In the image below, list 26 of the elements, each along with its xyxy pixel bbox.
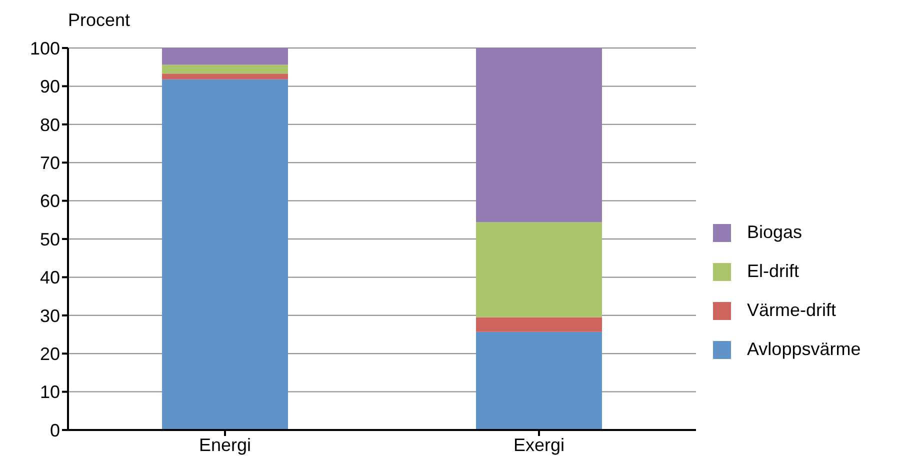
y-tick-label: 10 bbox=[40, 382, 60, 402]
y-tick-label: 0 bbox=[50, 420, 60, 440]
legend-label: Biogas bbox=[747, 222, 802, 243]
x-tick-label: Exergi bbox=[513, 434, 565, 455]
x-tick-label: Energi bbox=[198, 434, 252, 455]
y-tick-label: 70 bbox=[40, 152, 60, 173]
legend-label: Värme-drift bbox=[747, 300, 836, 321]
bar bbox=[162, 48, 288, 65]
bar bbox=[476, 48, 602, 222]
y-tick-label: 80 bbox=[40, 114, 60, 135]
bar bbox=[162, 79, 288, 430]
bar bbox=[476, 317, 602, 332]
bar bbox=[476, 332, 602, 430]
y-tick-label: 50 bbox=[40, 229, 60, 250]
legend-label: Avloppsvärme bbox=[747, 339, 861, 360]
y-tick-label: 40 bbox=[40, 268, 60, 288]
bar bbox=[162, 74, 288, 80]
y-tick-label: 20 bbox=[40, 344, 60, 364]
y-tick-label: 90 bbox=[40, 76, 60, 97]
bar bbox=[162, 64, 288, 74]
y-axis-title: Procent bbox=[68, 10, 130, 31]
y-tick-label: 30 bbox=[40, 306, 60, 326]
y-tick-label: 60 bbox=[40, 191, 60, 212]
bar bbox=[476, 222, 602, 318]
y-tick-label: 100 bbox=[30, 38, 60, 58]
legend-label: El-drift bbox=[747, 261, 800, 282]
